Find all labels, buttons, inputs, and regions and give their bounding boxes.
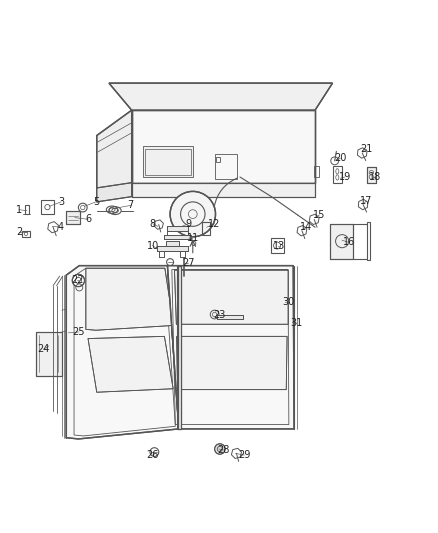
Text: 17: 17	[360, 196, 373, 206]
Bar	[215, 154, 237, 179]
Bar	[367, 167, 376, 183]
Polygon shape	[132, 183, 315, 197]
Bar	[217, 314, 243, 319]
Bar	[143, 146, 193, 177]
Text: 29: 29	[238, 450, 251, 460]
Text: 20: 20	[334, 153, 346, 163]
Text: 9: 9	[185, 219, 191, 229]
Polygon shape	[109, 83, 332, 110]
Text: 14: 14	[300, 222, 312, 232]
Text: 31: 31	[290, 318, 303, 328]
Polygon shape	[177, 336, 287, 390]
Text: 7: 7	[128, 200, 134, 211]
Bar	[66, 212, 80, 224]
Text: 15: 15	[313, 210, 325, 220]
Text: 11: 11	[187, 233, 199, 243]
Text: 13: 13	[273, 240, 286, 251]
Text: 27: 27	[182, 258, 194, 268]
Bar	[25, 205, 28, 214]
Polygon shape	[157, 246, 187, 251]
Bar	[66, 212, 80, 224]
Bar	[145, 149, 191, 175]
Text: 19: 19	[339, 172, 351, 182]
Text: 1: 1	[16, 205, 22, 215]
Polygon shape	[164, 235, 191, 239]
Text: 25: 25	[72, 327, 85, 337]
Text: 16: 16	[343, 238, 355, 247]
Text: 6: 6	[85, 214, 91, 224]
Polygon shape	[97, 110, 132, 202]
Text: 28: 28	[217, 445, 230, 455]
Bar	[177, 265, 181, 429]
Bar	[177, 265, 181, 429]
Bar	[314, 166, 319, 177]
Polygon shape	[174, 270, 288, 324]
Bar	[202, 222, 210, 235]
Text: 18: 18	[369, 172, 381, 182]
Text: 3: 3	[58, 197, 64, 207]
Bar	[367, 167, 376, 183]
Polygon shape	[167, 265, 294, 429]
Text: 26: 26	[146, 450, 159, 460]
Text: 12: 12	[208, 219, 221, 229]
Text: 4: 4	[58, 222, 64, 232]
Text: 24: 24	[37, 344, 49, 354]
Bar	[271, 238, 284, 253]
Bar	[21, 231, 30, 237]
Bar	[41, 200, 54, 214]
Polygon shape	[97, 183, 132, 202]
Bar	[332, 166, 342, 183]
Bar	[177, 265, 181, 430]
Text: 5: 5	[93, 197, 99, 207]
Text: 21: 21	[360, 144, 373, 155]
Polygon shape	[166, 241, 179, 248]
Polygon shape	[86, 268, 173, 330]
Text: 23: 23	[213, 310, 225, 320]
Bar	[36, 332, 62, 376]
Circle shape	[72, 274, 85, 287]
Circle shape	[170, 191, 215, 237]
Bar	[367, 222, 370, 260]
Polygon shape	[66, 265, 179, 439]
Text: 2: 2	[16, 228, 22, 237]
Text: 30: 30	[283, 297, 295, 308]
Bar	[217, 314, 243, 319]
Bar	[215, 157, 220, 161]
Circle shape	[215, 444, 225, 454]
Bar	[36, 332, 62, 376]
Polygon shape	[330, 224, 353, 259]
Polygon shape	[166, 227, 188, 231]
Polygon shape	[132, 110, 315, 183]
Text: 8: 8	[149, 219, 155, 229]
Polygon shape	[88, 336, 173, 392]
Text: 22: 22	[71, 276, 83, 286]
Text: 10: 10	[146, 240, 159, 251]
